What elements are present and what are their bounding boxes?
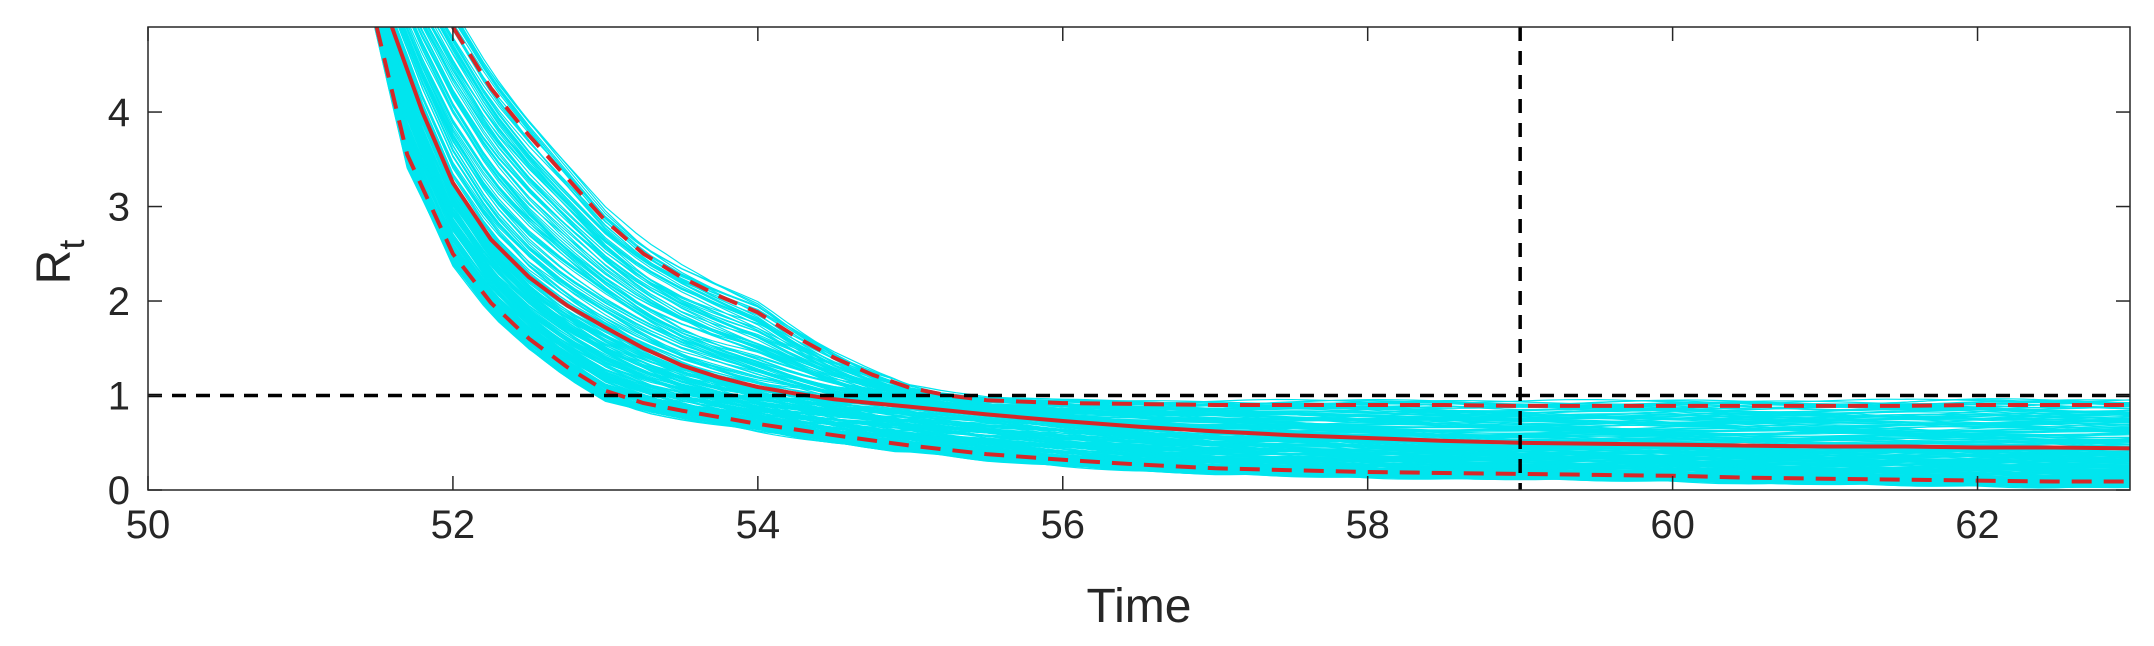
y-axis-label-subscript: t [51,240,92,250]
plot-frame [147,26,2131,491]
y-axis-label-main: R [28,250,81,285]
median-line [390,27,2130,451]
ensemble-line [380,27,2130,472]
ensemble-line [430,27,2130,421]
ensemble-line [428,27,2130,421]
reference-lines [148,27,2130,490]
ensemble-line [417,27,2130,426]
y-tick-label: 2 [108,280,130,324]
ensemble-line [416,27,2130,427]
x-tick-label: 52 [431,503,476,547]
ensemble-line [461,27,2130,405]
ensemble-line [383,27,2130,468]
ensemble-line [375,27,2130,487]
summary-series [374,27,2130,484]
ensemble-line [403,27,2130,439]
x-tick-label: 56 [1041,503,1086,547]
ensemble-line [436,27,2130,418]
ensemble-line [377,27,2130,478]
y-tick-label: 4 [108,91,130,135]
x-tick-label: 62 [1955,503,2000,547]
y-tick-label: 0 [108,469,130,513]
lower-bound-line [374,27,2130,484]
ensemble-line [414,27,2130,430]
ensemble-line [452,27,2130,411]
y-tick-label: 3 [108,186,130,230]
ensemble-line [389,27,2130,454]
ensemble-line [381,27,2130,470]
x-tick-label: 58 [1345,503,1390,547]
y-axis-label-group: Rt [28,240,92,285]
ensemble-line [403,27,2130,441]
ensemble-line [379,27,2130,473]
y-axis-label: Rt [28,240,92,285]
x-tick-label: 54 [736,503,781,547]
ensemble-line [399,27,2130,443]
y-tick-label: 1 [108,375,130,419]
x-tick-label: 60 [1650,503,1695,547]
ensemble-line [440,27,2130,414]
ensemble-line [413,27,2130,432]
x-axis-label: Time [1087,580,1192,633]
ensemble-line [406,27,2130,435]
ensemble-trajectories [374,27,2130,489]
ensemble-line [388,27,2130,459]
upper-bound-line [451,27,2130,408]
ensemble-line [379,27,2130,476]
ensemble-line [460,27,2130,405]
ensemble-line [388,27,2130,456]
ensemble-line [383,27,2130,464]
axis-ticks: 50 52 54 56 58 60 62 0 1 2 3 4 [108,27,2130,547]
x-tick-label: 50 [126,503,171,547]
ensemble-line [392,27,2130,453]
ensemble-line [417,27,2130,426]
